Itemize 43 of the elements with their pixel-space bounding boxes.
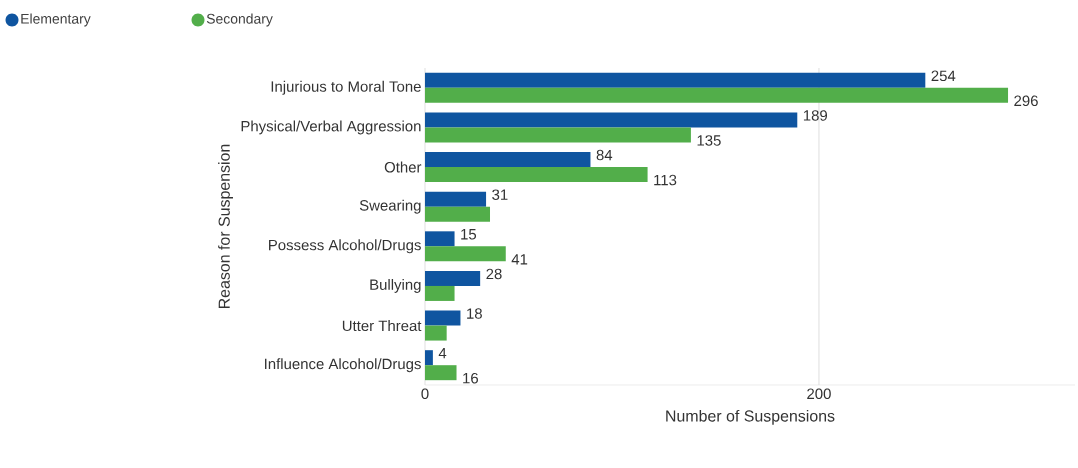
- y-tick-label: Bullying: [370, 278, 421, 293]
- data-label: 296: [1014, 95, 1038, 107]
- bar: [425, 350, 433, 366]
- bar: [425, 191, 487, 207]
- bar: [425, 87, 1009, 103]
- bar: [425, 152, 591, 168]
- x-tick-label: 0: [421, 388, 429, 400]
- y-tick-label: Swearing: [359, 199, 421, 214]
- data-label: 113: [654, 174, 677, 186]
- data-label: 135: [697, 135, 721, 146]
- y-tick-label: Possess Alcohol/Drugs: [269, 239, 421, 254]
- bar: [425, 206, 490, 222]
- x-tick-label: 200: [807, 388, 831, 400]
- data-label: 31: [492, 189, 508, 200]
- data-label: 15: [461, 229, 477, 240]
- legend-label: Secondary: [206, 13, 273, 27]
- y-tick-label: Influence Alcohol/Drugs: [265, 358, 421, 373]
- y-tick-label: Other: [384, 161, 422, 173]
- data-label: 189: [803, 110, 828, 121]
- bar: [425, 325, 447, 341]
- bar: [425, 246, 506, 262]
- bar: [425, 167, 648, 183]
- x-axis-title: Number of Suspensions: [666, 409, 835, 425]
- data-label: 254: [931, 70, 956, 82]
- data-label: 28: [486, 268, 502, 280]
- bar: [425, 231, 455, 247]
- bar: [425, 72, 926, 88]
- bar: [425, 365, 457, 381]
- bar: [425, 310, 461, 326]
- data-label: 4: [438, 348, 447, 359]
- y-axis-title: Reason for Suspension: [218, 144, 233, 309]
- bar: [425, 270, 481, 286]
- bar: [425, 285, 455, 301]
- bar: [425, 112, 798, 128]
- legend-label: Elementary: [21, 13, 91, 27]
- data-label: 84: [596, 149, 613, 161]
- y-tick-label: Utter Threat: [342, 320, 422, 332]
- data-label: 18: [467, 308, 482, 319]
- bar: [425, 127, 691, 143]
- data-label: 16: [463, 372, 478, 384]
- y-tick-label: Injurious to Moral Tone: [271, 80, 421, 95]
- data-label: 41: [511, 254, 528, 265]
- y-tick-label: Physical/Verbal Aggression: [241, 120, 421, 135]
